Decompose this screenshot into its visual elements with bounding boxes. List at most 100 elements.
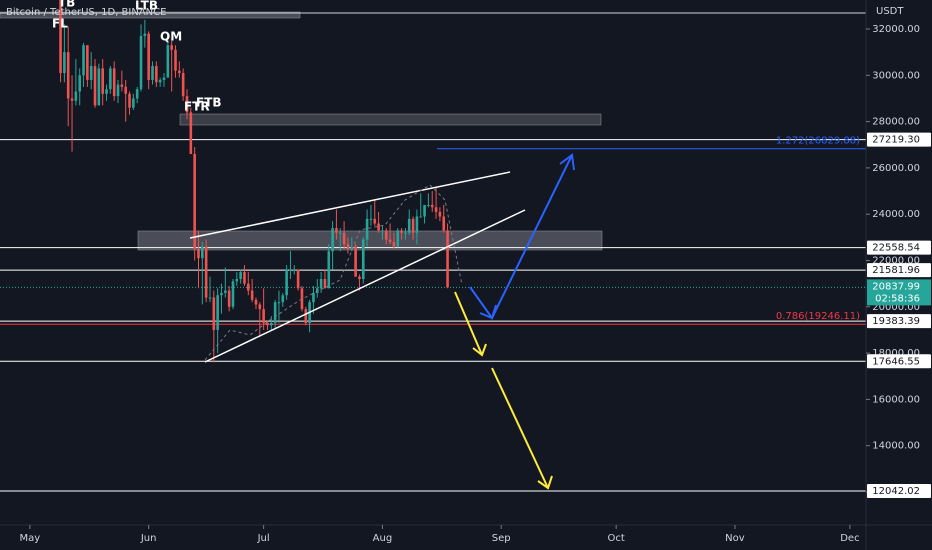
y-tick-label: 18000.00 (872, 348, 920, 359)
candle-body (178, 70, 181, 73)
y-tick-label: 30000.00 (872, 70, 920, 81)
candle-body (384, 230, 388, 240)
candle-body (381, 230, 384, 232)
chart-title: Bitcoin / TetherUS, 1D, BINANCE (6, 7, 166, 18)
level-label: 17646.55 (872, 356, 920, 367)
y-tick-label: 16000.00 (872, 394, 920, 405)
x-tick-label: Jul (257, 533, 270, 544)
candle-body (262, 309, 265, 324)
candle-body (193, 154, 196, 249)
levels: 1.272(26829.88) 0.786(19246.11) (0, 136, 866, 492)
candle-body (407, 218, 411, 233)
candle-body (296, 269, 300, 289)
level-box (867, 263, 931, 278)
candle-body (208, 297, 212, 299)
candle-body (354, 246, 357, 277)
candle-body (224, 290, 227, 293)
candle-body (315, 288, 319, 293)
candle-body (331, 228, 334, 252)
candle-body (101, 68, 104, 94)
candle-body (139, 35, 143, 90)
candle-body (446, 230, 449, 288)
zones (0, 11, 866, 251)
x-tick-label: Oct (608, 533, 625, 544)
level-box (867, 484, 931, 499)
blue-arrow-head (479, 304, 497, 320)
candle-body (231, 281, 235, 307)
y-tick-label: 22000.00 (872, 255, 920, 266)
candle-body (400, 230, 403, 233)
candle-body (63, 52, 66, 73)
candle-body (132, 98, 135, 108)
candle-body (120, 84, 124, 87)
candle-body (109, 68, 112, 90)
yellow-arrow-head (472, 343, 487, 357)
candle-body (124, 86, 127, 94)
candle-body (155, 66, 158, 83)
candle-body (147, 33, 150, 80)
candle-body (373, 218, 377, 224)
candle-body (105, 89, 108, 94)
candle-body (204, 246, 208, 298)
fib-label: 0.786(19246.11) (776, 311, 860, 322)
axes: 12000.0014000.0016000.0018000.0020000.00… (20, 24, 931, 544)
candle-body (335, 228, 338, 233)
candle-body (404, 232, 407, 234)
currency-label: USDT (876, 6, 904, 17)
last-price-box (867, 279, 931, 306)
level-label: 21581.96 (872, 265, 920, 276)
annotation: FTB (196, 96, 222, 110)
y-tick-label: 20000.00 (872, 302, 920, 313)
candle-body (59, 0, 62, 73)
candle-body (66, 52, 70, 99)
annotation: FTR (184, 100, 210, 114)
candle-body (323, 279, 327, 289)
candle-body (327, 251, 331, 289)
candle-body (143, 33, 147, 36)
candle-body (392, 241, 396, 247)
candle-body (396, 230, 400, 247)
wedge-upper (189, 171, 511, 239)
candle-body (227, 290, 231, 307)
candle-body (415, 216, 419, 233)
candle-body (411, 218, 415, 233)
supply-zone (179, 113, 602, 126)
x-tick-label: Jun (140, 533, 157, 544)
candle-body (89, 66, 93, 80)
candle-body (151, 66, 154, 80)
candle-body (93, 66, 97, 106)
candle-body (312, 292, 315, 303)
candle-body (250, 290, 254, 300)
y-tick-label: 28000.00 (872, 117, 920, 128)
level-label: 27219.30 (872, 135, 920, 146)
candle-body (174, 49, 177, 71)
fib-label: 1.272(26829.88) (776, 136, 860, 147)
level-box (867, 240, 931, 255)
demand-zone (137, 230, 603, 251)
candle-body (269, 323, 273, 326)
candle-body (212, 297, 216, 330)
candle-body (358, 276, 361, 280)
level-label: 12042.02 (872, 486, 920, 497)
candle-body (216, 295, 219, 330)
yellow-arrow (491, 367, 549, 489)
annotation: LTB (135, 0, 158, 13)
candle-body (319, 279, 323, 289)
candle-body (434, 207, 438, 212)
candle-body (419, 216, 423, 218)
last-price-label: 20837.99 (872, 281, 920, 292)
x-tick-label: Sep (492, 533, 511, 544)
candle-body (254, 299, 258, 305)
candle-body (239, 272, 242, 280)
countdown-label: 02:58:36 (875, 293, 920, 304)
candle-body (438, 211, 442, 217)
dashed-path (204, 184, 463, 361)
candle-body (247, 283, 250, 291)
candle-body (220, 292, 223, 296)
y-tick-label: 26000.00 (872, 163, 920, 174)
candle-body (235, 279, 239, 282)
candle-body (266, 323, 269, 326)
candle-body (135, 89, 139, 99)
x-tick-label: Dec (840, 533, 859, 544)
candle-body (189, 112, 193, 155)
